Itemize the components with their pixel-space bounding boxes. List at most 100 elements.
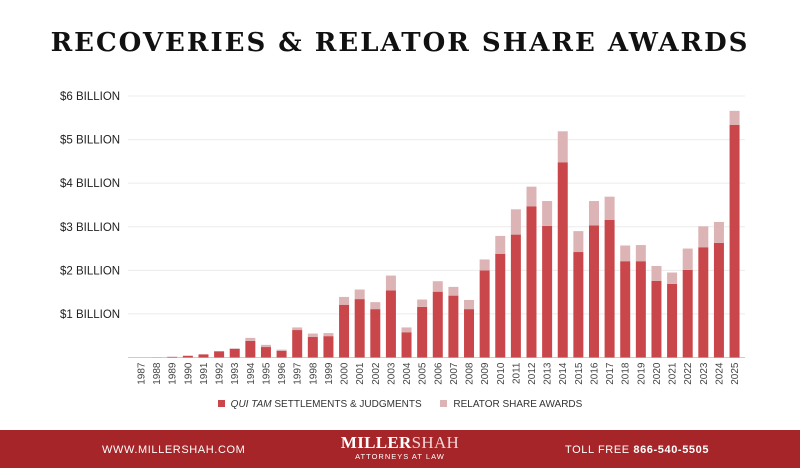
- x-tick-label: 2024: [714, 362, 725, 385]
- x-tick-label: 2010: [496, 362, 507, 385]
- toll-free-phone[interactable]: TOLL FREE 866-540-5505: [565, 444, 709, 456]
- x-tick-label: 1994: [246, 362, 257, 385]
- logo-tagline: ATTORNEYS AT LAW: [355, 452, 445, 461]
- bar-settlements: [604, 219, 615, 358]
- x-tick-label: 2011: [511, 362, 522, 384]
- bar-relator-share: [448, 286, 459, 296]
- x-tick-label: 1993: [230, 362, 241, 385]
- bar-settlements: [323, 336, 334, 358]
- bar-settlements: [182, 355, 193, 358]
- bar-settlements: [448, 295, 459, 358]
- x-tick-label: 2003: [386, 362, 397, 385]
- y-tick-label: $1 BILLION: [60, 309, 120, 321]
- x-tick-label: 2021: [668, 362, 679, 385]
- bar-settlements: [245, 340, 256, 358]
- bar-settlements: [542, 225, 553, 358]
- bar-settlements: [682, 269, 693, 358]
- bar-relator-share: [370, 302, 381, 310]
- website-link[interactable]: WWW.MILLERSHAH.COM: [102, 444, 246, 456]
- bar-relator-share: [260, 344, 271, 348]
- y-tick-label: $2 BILLION: [60, 265, 120, 277]
- bar-relator-share: [698, 226, 709, 248]
- x-tick-label: 1988: [152, 362, 163, 385]
- bar-settlements: [557, 162, 568, 358]
- legend-item-relator: RELATOR SHARE AWARDS: [440, 399, 582, 410]
- x-tick-label: 2017: [605, 362, 616, 385]
- bar-settlements: [464, 309, 475, 358]
- x-tick-label: 1995: [261, 362, 272, 385]
- bar-relator-share: [510, 209, 521, 235]
- bar-relator-share: [682, 248, 693, 270]
- x-tick-label: 1997: [293, 362, 304, 385]
- y-tick-label: $3 BILLION: [60, 222, 120, 234]
- legend-item-settlements: QUI TAM SETTLEMENTS & JUDGMENTS: [217, 399, 422, 410]
- bar-settlements: [198, 354, 209, 358]
- x-tick-label: 2016: [589, 362, 600, 385]
- bar-relator-share: [292, 327, 303, 331]
- x-tick-label: 2001: [355, 362, 366, 385]
- bar-settlements: [667, 283, 678, 358]
- bar-relator-share: [667, 272, 678, 284]
- bar-settlements: [370, 309, 381, 358]
- bar-relator-share: [464, 299, 475, 310]
- bar-chart: $1 BILLION $2 BILLION $3 BILLION $4 BILLION…: [60, 91, 745, 385]
- x-tick-label: 2000: [340, 362, 351, 385]
- x-tick-label: 2002: [371, 362, 382, 385]
- bar-relator-share: [713, 221, 724, 243]
- x-tick-label: 2015: [574, 362, 585, 385]
- x-tick-label: 1989: [168, 362, 179, 385]
- x-tick-label: 2008: [465, 362, 476, 385]
- legend-label-settlements: SETTLEMENTS & JUDGMENTS: [271, 399, 422, 410]
- bar-relator-share: [542, 201, 553, 226]
- bar-settlements: [635, 261, 646, 358]
- bar-settlements: [526, 206, 537, 358]
- bar-settlements: [417, 306, 428, 358]
- bar-settlements: [229, 348, 240, 358]
- x-tick-label: 2022: [683, 362, 694, 385]
- legend-swatch-settlements: [217, 400, 225, 407]
- x-tick-label: 2007: [449, 362, 460, 385]
- y-tick-label: $4 BILLION: [60, 178, 120, 190]
- logo-miller: MILLER: [340, 433, 412, 452]
- bar-relator-share: [401, 327, 412, 333]
- x-tick-label: 1992: [215, 362, 226, 385]
- bar-relator-share: [245, 337, 256, 341]
- bar-relator-share: [354, 289, 365, 300]
- x-tick-label: 1990: [183, 362, 194, 385]
- bar-settlements: [260, 347, 271, 358]
- legend-label-italic: QUI TAM: [230, 399, 272, 410]
- x-tick-label: 1996: [277, 362, 288, 385]
- bar-settlements: [432, 291, 443, 358]
- bar-settlements: [479, 270, 490, 358]
- bar-settlements: [214, 351, 225, 358]
- bar-settlements: [651, 280, 662, 358]
- x-tick-label: 1998: [308, 362, 319, 385]
- bar-relator-share: [588, 201, 599, 226]
- bar-relator-share: [526, 186, 537, 207]
- bar-relator-share: [479, 259, 490, 271]
- legend: QUI TAM SETTLEMENTS & JUDGMENTS RELATOR …: [0, 399, 800, 410]
- bar-settlements: [307, 337, 318, 358]
- bar-settlements: [354, 299, 365, 358]
- bar-relator-share: [276, 349, 287, 351]
- bar-settlements: [729, 124, 740, 358]
- x-tick-label: 2018: [621, 362, 632, 385]
- x-tick-label: 1991: [199, 362, 210, 385]
- bar-settlements: [385, 290, 396, 358]
- x-tick-label: 2005: [418, 362, 429, 385]
- y-tick-label: $5 BILLION: [60, 135, 120, 147]
- bar-settlements: [698, 247, 709, 358]
- x-tick-label: 2009: [480, 362, 491, 385]
- bar-settlements: [620, 261, 631, 358]
- bar-settlements: [292, 330, 303, 358]
- company-logo: MILLERSHAH ATTORNEYS AT LAW: [0, 433, 800, 461]
- legend-label-relator: RELATOR SHARE AWARDS: [453, 399, 583, 410]
- bar-relator-share: [495, 235, 506, 254]
- bar-settlements: [339, 304, 350, 358]
- logo-shah: SHAH: [411, 433, 460, 452]
- bar-settlements: [510, 234, 521, 358]
- x-tick-label: 2020: [652, 362, 663, 385]
- bar-relator-share: [729, 110, 740, 125]
- bar-relator-share: [651, 265, 662, 281]
- bar-settlements: [276, 350, 287, 358]
